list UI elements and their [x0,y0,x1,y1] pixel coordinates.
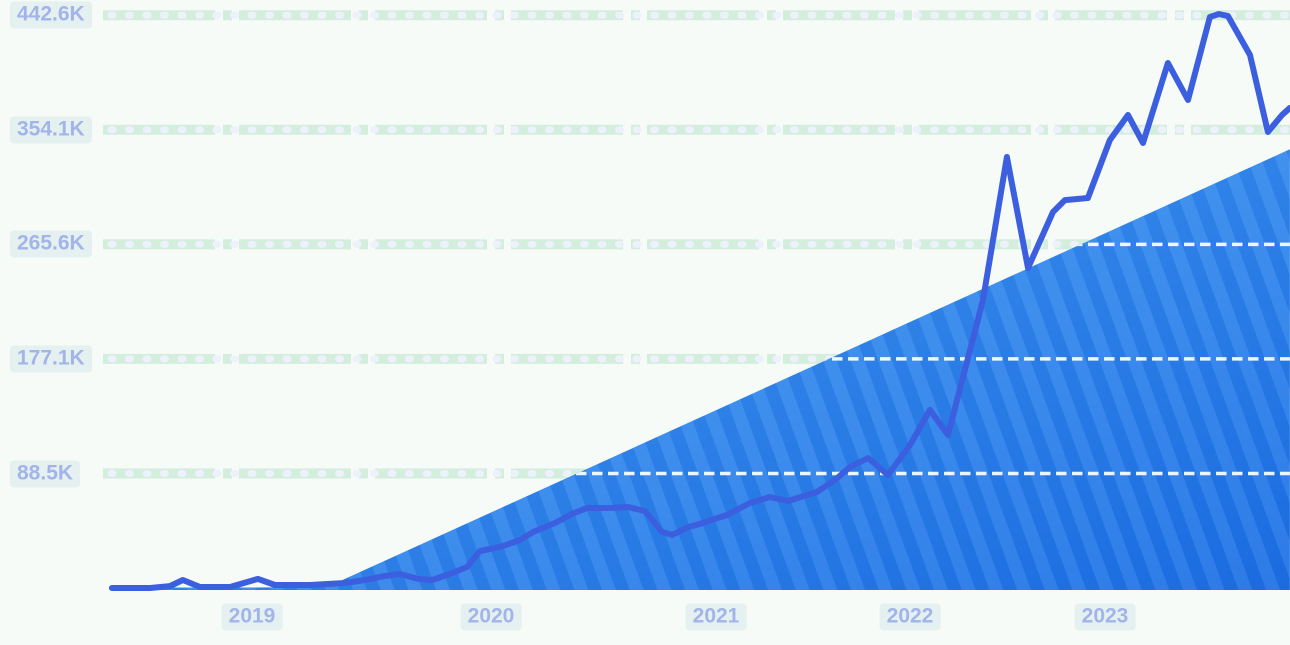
x-axis-label-text: 2019 [228,604,276,628]
y-axis-label: 354.1K [10,116,92,144]
x-axis-label-text: 2021 [692,604,740,628]
x-axis-label: 2020 [460,603,522,631]
y-axis-label: 442.6K [10,1,92,29]
y-axis-label-text: 354.1K [17,117,85,141]
y-axis-label: 177.1K [10,345,92,373]
x-axis-label-text: 2023 [1081,604,1129,628]
y-axis-label-text: 88.5K [17,460,74,484]
y-axis-label: 265.6K [10,230,92,258]
x-axis-label: 2023 [1074,603,1136,631]
x-axis-label: 2022 [879,603,941,631]
x-axis-label: 2019 [221,603,283,631]
y-axis-label-text: 442.6K [17,2,85,26]
x-axis-label-text: 2020 [467,604,515,628]
x-axis-label-text: 2022 [886,604,934,628]
x-axis-label: 2021 [685,603,747,631]
volume-line [108,11,1290,591]
trend-area-stripes [111,149,1290,591]
y-axis-label-text: 265.6K [17,231,85,255]
y-axis-label: 88.5K [10,459,81,488]
y-axis-label-text: 177.1K [17,346,85,370]
